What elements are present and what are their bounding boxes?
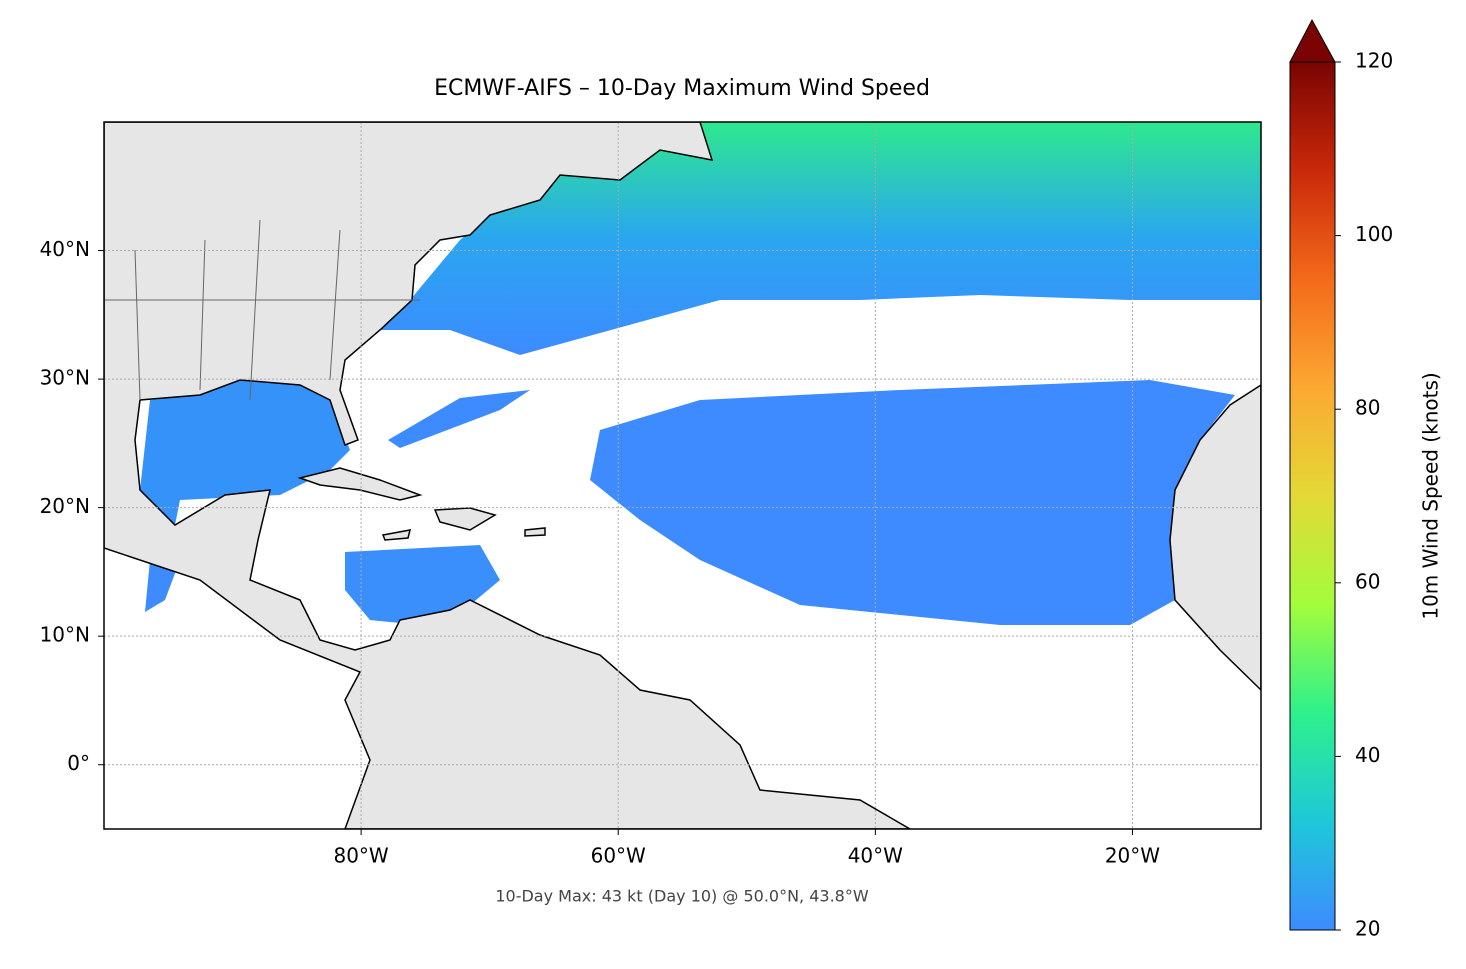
y-tick-label: 10°N — [40, 623, 90, 647]
y-tick-label: 20°N — [40, 494, 90, 518]
island — [524, 527, 546, 537]
colorbar — [1289, 61, 1336, 931]
annotation: 10-Day Max: 43 kt (Day 10) @ 50.0°N, 43.… — [495, 887, 869, 906]
island — [297, 467, 423, 501]
colorbar-tick-label: 80 — [1355, 396, 1380, 420]
x-tick-label: 60°W — [591, 844, 646, 868]
colorbar-tick-label: 120 — [1355, 49, 1393, 73]
island — [381, 529, 412, 541]
land — [104, 122, 912, 829]
y-tick-label: 0° — [67, 751, 90, 775]
wind-field — [140, 380, 350, 525]
map — [104, 122, 1261, 829]
wind-field — [590, 380, 1235, 625]
island — [433, 507, 497, 531]
grid — [104, 122, 1261, 829]
colorbar-tick-label: 40 — [1355, 743, 1380, 767]
border — [104, 219, 420, 401]
wind-field — [145, 560, 180, 612]
wind-field — [388, 390, 530, 448]
colorbar-label: 10m Wind Speed (knots) — [1419, 372, 1443, 619]
x-tick-label: 20°W — [1105, 844, 1160, 868]
plot-frame — [103, 121, 1262, 830]
colorbar-tick-label: 60 — [1355, 569, 1380, 593]
y-tick-label: 30°N — [40, 366, 90, 390]
x-tick-label: 80°W — [333, 844, 388, 868]
y-tick-label: 40°N — [40, 237, 90, 261]
colorbar-tick-label: 20 — [1355, 917, 1380, 941]
chart-title: ECMWF-AIFS – 10-Day Maximum Wind Speed — [434, 76, 930, 101]
colorbar-extend — [1289, 18, 1336, 63]
wind-field — [380, 122, 1261, 355]
land — [1169, 384, 1261, 692]
x-tick-label: 40°W — [848, 844, 903, 868]
colorbar-tick-label: 100 — [1355, 222, 1393, 246]
